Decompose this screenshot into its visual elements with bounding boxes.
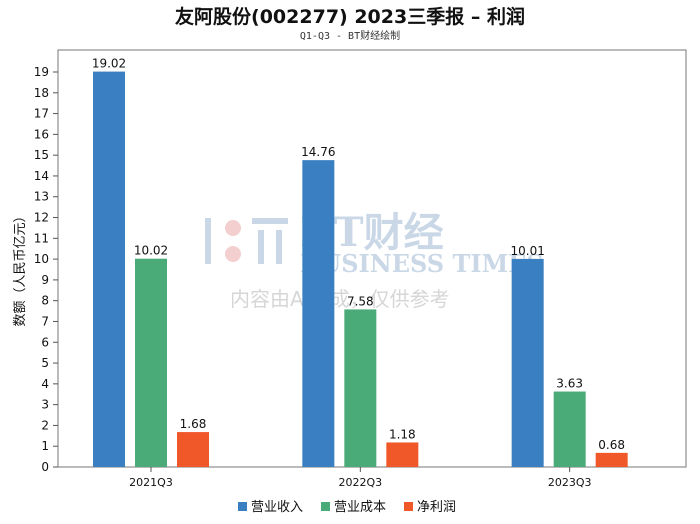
data-label: 7.58 (347, 294, 374, 308)
y-tick-label: 3 (41, 398, 49, 412)
bar (135, 258, 167, 467)
legend-label: 营业收入 (251, 500, 303, 515)
watermark-brand-text: BUSINESS TIMES (300, 249, 544, 278)
watermark-logo-bar (252, 218, 288, 224)
watermark-logo-dot (225, 246, 241, 262)
legend-swatch (238, 502, 247, 511)
chart-subtitle: Q1-Q3 - BT财经绘制 (299, 31, 401, 42)
y-axis-title: 数额（人民币亿元） (13, 209, 28, 326)
bars: 19.02 10.02 1.68 14.76 7.58 1.18 10.01 3.63 0.68 (92, 57, 628, 467)
y-tick-label: 17 (34, 107, 49, 121)
x-axis-labels: 2021Q3 2022Q3 2023Q3 (129, 467, 591, 489)
data-label: 1.68 (180, 417, 207, 431)
y-tick-label: 13 (34, 190, 49, 204)
bar (302, 160, 335, 467)
bar (386, 442, 419, 467)
y-tick-label: 0 (41, 460, 49, 474)
x-tick-label: 2022Q3 (339, 476, 383, 489)
watermark-logo-bar (205, 218, 211, 264)
y-tick-label: 8 (41, 294, 49, 308)
data-label: 0.68 (598, 438, 625, 452)
y-tick-label: 18 (34, 86, 49, 100)
chart-title: 友阿股份(002277) 2023三季报 – 利润 (175, 6, 525, 28)
legend-swatch (321, 502, 330, 511)
watermark: BT财经 BUSINESS TIMES 内容由AI生成，仅供参考 (205, 209, 544, 311)
x-tick-label: 2021Q3 (129, 476, 173, 489)
watermark-logo-dot (225, 220, 241, 236)
y-tick-label: 12 (34, 211, 49, 225)
y-tick-label: 16 (34, 127, 49, 141)
legend-label: 净利润 (417, 500, 456, 515)
x-tick-label: 2023Q3 (548, 476, 592, 489)
bar (595, 452, 628, 467)
data-label: 19.02 (92, 57, 126, 71)
y-tick-label: 4 (41, 377, 49, 391)
bar (177, 432, 209, 467)
data-label: 1.18 (389, 427, 416, 441)
data-label: 10.02 (134, 244, 168, 258)
data-label: 14.76 (301, 145, 335, 159)
data-label: 10.01 (510, 244, 544, 258)
bar (344, 309, 377, 467)
y-tick-label: 5 (41, 356, 49, 370)
y-tick-label: 15 (34, 148, 49, 162)
watermark-note-text: 内容由AI生成，仅供参考 (230, 287, 450, 311)
y-tick-label: 9 (41, 273, 49, 287)
y-tick-label: 6 (41, 335, 49, 349)
y-tick-label: 19 (34, 65, 49, 79)
legend: 营业收入 营业成本 净利润 (238, 500, 456, 515)
bar (511, 258, 544, 467)
legend-label: 营业成本 (334, 500, 386, 515)
watermark-logo-bar (258, 230, 264, 264)
y-tick-label: 7 (41, 314, 49, 328)
y-tick-label: 2 (41, 418, 49, 432)
y-tick-label: 10 (34, 252, 49, 266)
bar (93, 71, 125, 467)
watermark-logo-bar (276, 230, 282, 264)
y-tick-label: 11 (34, 231, 49, 245)
y-tick-label: 14 (34, 169, 49, 183)
legend-swatch (404, 502, 413, 511)
bar (553, 391, 586, 467)
data-label: 3.63 (556, 377, 583, 391)
y-tick-label: 1 (41, 439, 49, 453)
